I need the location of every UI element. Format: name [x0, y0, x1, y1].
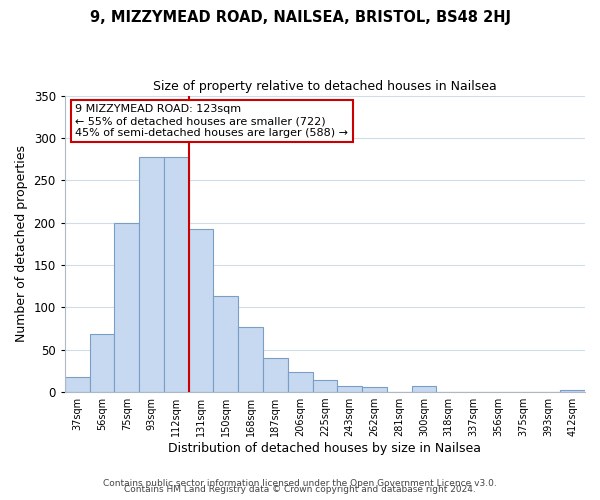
Bar: [188, 228, 214, 392]
Text: Contains public sector information licensed under the Open Government Licence v3: Contains public sector information licen…: [103, 478, 497, 488]
Bar: [412, 386, 436, 392]
Bar: [362, 387, 387, 392]
Bar: [337, 386, 362, 392]
Bar: [65, 377, 89, 392]
Bar: [313, 380, 337, 392]
X-axis label: Distribution of detached houses by size in Nailsea: Distribution of detached houses by size …: [169, 442, 481, 455]
Bar: [139, 156, 164, 392]
Bar: [238, 327, 263, 392]
Bar: [214, 296, 238, 392]
Y-axis label: Number of detached properties: Number of detached properties: [15, 146, 28, 342]
Bar: [288, 372, 313, 392]
Bar: [89, 334, 115, 392]
Bar: [115, 222, 139, 392]
Title: Size of property relative to detached houses in Nailsea: Size of property relative to detached ho…: [153, 80, 497, 93]
Text: 9, MIZZYMEAD ROAD, NAILSEA, BRISTOL, BS48 2HJ: 9, MIZZYMEAD ROAD, NAILSEA, BRISTOL, BS4…: [89, 10, 511, 25]
Text: 9 MIZZYMEAD ROAD: 123sqm
← 55% of detached houses are smaller (722)
45% of semi-: 9 MIZZYMEAD ROAD: 123sqm ← 55% of detach…: [75, 104, 348, 138]
Text: Contains HM Land Registry data © Crown copyright and database right 2024.: Contains HM Land Registry data © Crown c…: [124, 485, 476, 494]
Bar: [164, 156, 188, 392]
Bar: [560, 390, 585, 392]
Bar: [263, 358, 288, 392]
